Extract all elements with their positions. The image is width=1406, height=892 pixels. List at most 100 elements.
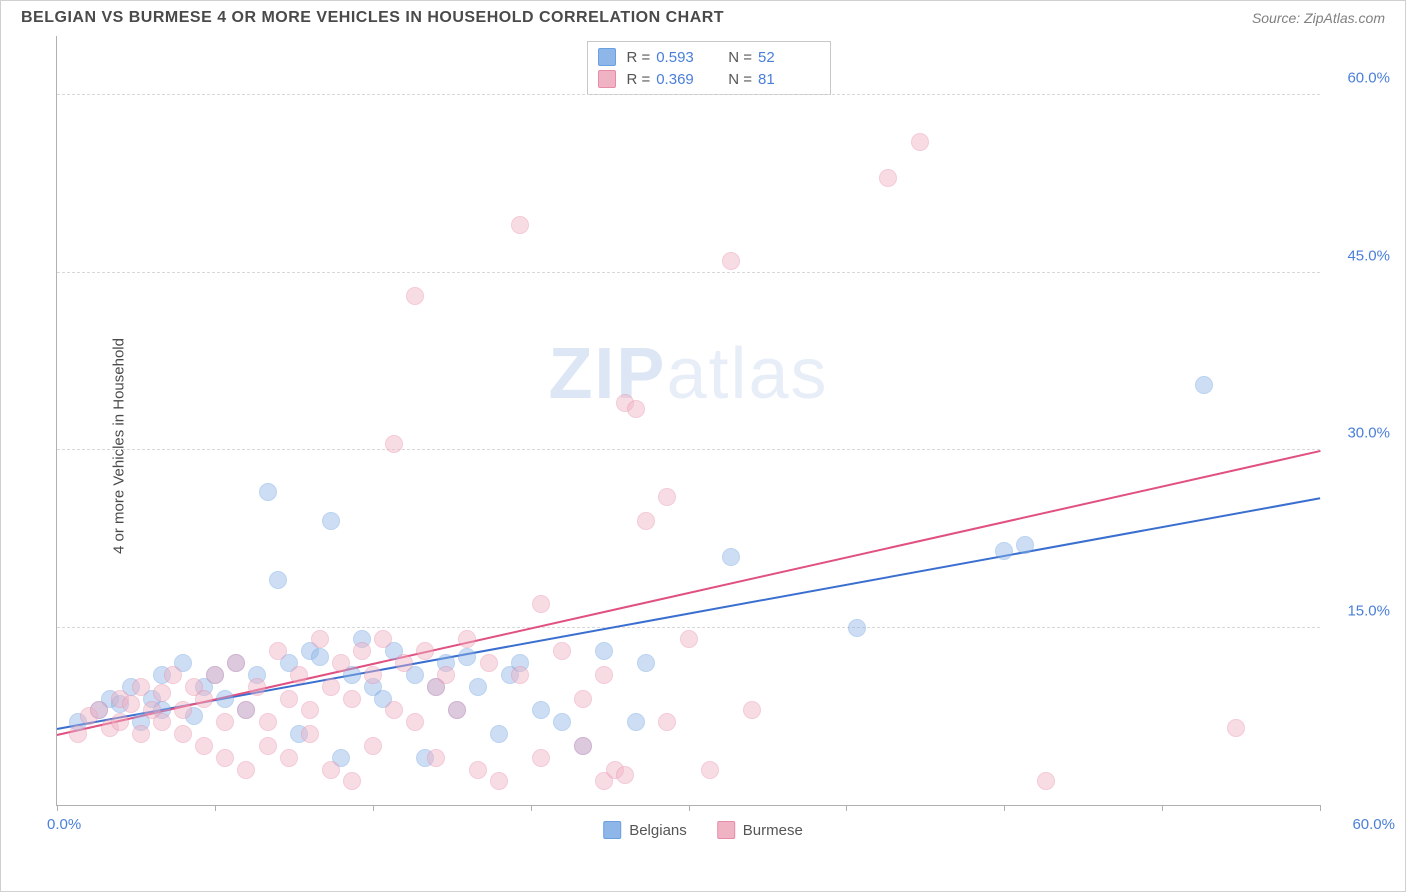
watermark-zip: ZIP (548, 334, 666, 414)
data-point (458, 648, 476, 666)
data-point (722, 548, 740, 566)
legend-label-belgians: Belgians (629, 822, 687, 839)
data-point (627, 400, 645, 418)
data-point (195, 737, 213, 755)
x-axis-min-label: 0.0% (47, 816, 81, 833)
data-point (301, 701, 319, 719)
data-point (227, 654, 245, 672)
gridline-h (57, 94, 1320, 95)
legend-stats-row-1: R = 0.369 N = 81 (598, 68, 820, 90)
data-point (280, 749, 298, 767)
watermark: ZIPatlas (548, 333, 828, 415)
r-value-1: 0.369 (656, 71, 708, 88)
data-point (259, 713, 277, 731)
data-point (680, 630, 698, 648)
data-point (879, 169, 897, 187)
data-point (658, 713, 676, 731)
data-point (469, 761, 487, 779)
data-point (637, 512, 655, 530)
chart-container: BELGIAN VS BURMESE 4 OR MORE VEHICLES IN… (0, 0, 1406, 892)
data-point (511, 216, 529, 234)
data-point (311, 648, 329, 666)
data-point (553, 713, 571, 731)
x-tick (57, 805, 58, 811)
n-label: N = (728, 49, 752, 66)
n-value-0: 52 (758, 49, 810, 66)
data-point (574, 690, 592, 708)
data-point (216, 690, 234, 708)
data-point (343, 690, 361, 708)
y-tick-label: 30.0% (1330, 425, 1390, 442)
gridline-h (57, 449, 1320, 450)
data-point (722, 252, 740, 270)
data-point (132, 725, 150, 743)
legend-item-burmese: Burmese (717, 821, 803, 839)
data-point (701, 761, 719, 779)
data-point (111, 713, 129, 731)
data-point (532, 701, 550, 719)
r-value-0: 0.593 (656, 49, 708, 66)
data-point (385, 435, 403, 453)
data-point (490, 725, 508, 743)
data-point (553, 642, 571, 660)
data-point (174, 701, 192, 719)
data-point (637, 654, 655, 672)
data-point (574, 737, 592, 755)
data-point (322, 512, 340, 530)
data-point (385, 701, 403, 719)
data-point (132, 678, 150, 696)
data-point (311, 630, 329, 648)
data-point (1227, 719, 1245, 737)
data-point (1037, 772, 1055, 790)
swatch-belgians (603, 821, 621, 839)
data-point (206, 666, 224, 684)
legend-stats: R = 0.593 N = 52 R = 0.369 N = 81 (587, 41, 831, 95)
data-point (416, 642, 434, 660)
data-point (164, 666, 182, 684)
legend-item-belgians: Belgians (603, 821, 687, 839)
data-point (658, 488, 676, 506)
data-point (595, 642, 613, 660)
data-point (364, 666, 382, 684)
data-point (627, 713, 645, 731)
data-point (280, 690, 298, 708)
swatch-belgians (598, 48, 616, 66)
data-point (322, 761, 340, 779)
x-tick (373, 805, 374, 811)
data-point (122, 695, 140, 713)
trend-line (57, 497, 1320, 730)
plot-area: ZIPatlas R = 0.593 N = 52 R = 0.369 N = … (56, 36, 1320, 806)
source-attribution: Source: ZipAtlas.com (1252, 10, 1385, 26)
gridline-h (57, 272, 1320, 273)
data-point (995, 542, 1013, 560)
data-point (437, 666, 455, 684)
data-point (1195, 376, 1213, 394)
x-axis-max-label: 60.0% (1352, 816, 1395, 833)
data-point (532, 749, 550, 767)
data-point (616, 766, 634, 784)
data-point (743, 701, 761, 719)
data-point (216, 749, 234, 767)
data-point (259, 737, 277, 755)
data-point (153, 713, 171, 731)
data-point (343, 772, 361, 790)
data-point (153, 684, 171, 702)
legend-stats-row-0: R = 0.593 N = 52 (598, 46, 820, 68)
y-tick-label: 15.0% (1330, 602, 1390, 619)
data-point (427, 749, 445, 767)
data-point (259, 483, 277, 501)
data-point (216, 713, 234, 731)
data-point (353, 642, 371, 660)
swatch-burmese (598, 70, 616, 88)
data-point (90, 701, 108, 719)
data-point (69, 725, 87, 743)
header: BELGIAN VS BURMESE 4 OR MORE VEHICLES IN… (1, 1, 1405, 31)
legend-label-burmese: Burmese (743, 822, 803, 839)
data-point (237, 701, 255, 719)
trend-line (57, 450, 1320, 736)
data-point (174, 725, 192, 743)
data-point (469, 678, 487, 696)
data-point (269, 642, 287, 660)
data-point (848, 619, 866, 637)
data-point (448, 701, 466, 719)
